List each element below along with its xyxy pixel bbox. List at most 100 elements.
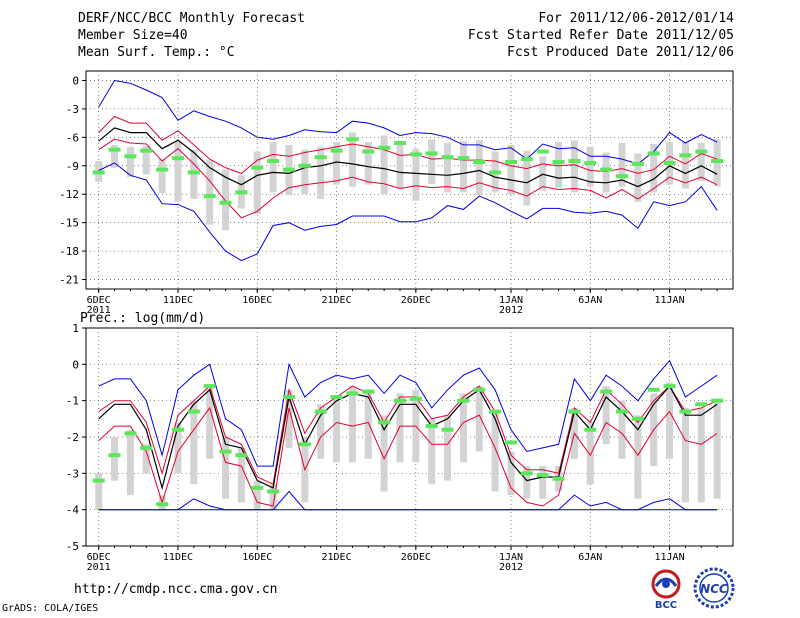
prec-ytick-label: -3	[66, 467, 79, 480]
prec-marker	[393, 398, 406, 403]
temp-ytick-label: -6	[66, 131, 79, 144]
temp-marker	[235, 190, 248, 195]
temp-marker	[409, 152, 422, 157]
prec-xtick-label: 26DEC	[401, 552, 431, 563]
temp-marker	[92, 170, 105, 175]
prec-ytick-label: 0	[72, 358, 79, 371]
temp-series-min-line	[98, 162, 718, 262]
prec-xtick-label: 6DEC	[87, 552, 111, 563]
temp-marker	[552, 159, 565, 164]
prec-ensemble-box	[190, 400, 198, 485]
temp-marker	[267, 159, 280, 164]
temp-ytick-label: -12	[59, 188, 79, 201]
temp-ensemble-box	[253, 151, 261, 215]
prec-ensemble-box	[380, 415, 388, 492]
temp-ensemble-box	[301, 149, 309, 195]
temp-marker	[695, 149, 708, 154]
grads-credit: GrADS: COLA/IGES	[2, 603, 99, 614]
prec-marker	[679, 409, 692, 414]
temp-ensemble-box	[634, 153, 642, 202]
temp-ensemble-box	[602, 152, 610, 193]
prec-marker	[663, 384, 676, 389]
prec-marker	[267, 489, 280, 494]
prec-ensemble-box	[364, 389, 372, 459]
temp-ensemble-box	[412, 148, 420, 201]
temp-marker	[362, 149, 375, 154]
prec-ytick-label: -2	[66, 431, 79, 444]
prec-marker	[631, 416, 644, 421]
temp-marker	[489, 170, 502, 175]
prec-ensemble-box	[491, 411, 499, 492]
temp-marker	[108, 147, 121, 152]
prec-xtick-label: 6JAN	[578, 552, 602, 563]
temp-ytick-label: -21	[59, 274, 79, 287]
prec-ensemble-box	[507, 451, 515, 496]
prec-marker	[695, 402, 708, 407]
temp-ensemble-box	[158, 159, 166, 194]
temp-ytick-label: -18	[59, 245, 79, 258]
prec-series-p10-line	[98, 406, 718, 507]
prec-ytick-label: -4	[66, 504, 80, 517]
temp-marker	[600, 167, 613, 172]
temp-marker	[219, 200, 232, 205]
prec-xtick-year: 2011	[87, 562, 111, 573]
ncc-logo-text: NCC	[700, 582, 728, 596]
temp-ensemble-box	[539, 156, 547, 191]
temp-xtick-label: 21DEC	[321, 295, 351, 306]
prec-ensemble-box	[253, 480, 261, 510]
temp-marker	[473, 159, 486, 164]
temp-series-max-line	[98, 79, 718, 165]
prec-marker	[536, 473, 549, 478]
prec-ytick-label: -5	[66, 540, 79, 553]
temp-marker	[679, 153, 692, 158]
temp-ensemble-box	[396, 142, 404, 189]
prec-ensemble-box	[206, 386, 214, 459]
temp-marker	[171, 156, 184, 161]
prec-marker	[504, 440, 517, 445]
prec-ensemble-box	[142, 444, 150, 474]
prec-marker	[124, 431, 137, 436]
temp-marker	[647, 151, 660, 156]
prec-marker	[520, 471, 533, 476]
temp-ensemble-box	[142, 145, 150, 175]
temp-xtick-year: 2012	[499, 305, 523, 316]
temp-xtick-label: 11DEC	[163, 295, 193, 306]
prec-ensemble-box	[333, 397, 341, 463]
temp-series-p10-line	[98, 138, 718, 219]
temp-marker	[711, 159, 724, 164]
prec-xtick-label: 16DEC	[242, 552, 272, 563]
temp-ensemble-box	[618, 143, 626, 187]
prec-marker	[362, 389, 375, 394]
temp-marker	[504, 159, 517, 164]
temp-ensemble-box	[555, 142, 563, 188]
prec-ensemble-box	[681, 407, 689, 503]
temp-ensemble-box	[475, 140, 483, 196]
prec-marker	[108, 453, 121, 458]
temp-xtick-label: 11JAN	[655, 295, 685, 306]
prec-ensemble-box	[348, 386, 356, 463]
prec-ytick-label: 1	[72, 322, 79, 335]
prec-marker	[647, 387, 660, 392]
prec-ensemble-box	[459, 393, 467, 463]
prec-panel-title: Prec.: log(mm/d)	[80, 311, 205, 326]
temp-marker	[346, 137, 359, 142]
temp-ensemble-box	[507, 144, 515, 195]
temp-series-p90-line	[98, 115, 718, 174]
prec-marker	[425, 424, 438, 429]
prec-ensemble-box	[396, 393, 404, 463]
prec-marker	[441, 427, 454, 432]
temp-ensemble-box	[444, 143, 452, 193]
footer-url[interactable]: http://cmdp.ncc.cma.gov.cn	[74, 582, 278, 597]
temp-marker	[203, 194, 216, 199]
prec-marker	[314, 409, 327, 414]
prec-series-p90-line	[98, 385, 718, 485]
temp-ytick-label: -3	[66, 103, 79, 116]
forecast-start-date: Fcst Started Refer Date 2011/12/05	[467, 28, 734, 43]
prec-ensemble-box	[475, 386, 483, 452]
temp-ensemble-box	[206, 160, 214, 225]
prec-ensemble-box	[285, 389, 293, 448]
prec-marker	[235, 453, 248, 458]
temp-xtick-year: 2011	[87, 305, 111, 316]
prec-series-mean-line	[98, 385, 718, 491]
prec-marker	[584, 427, 597, 432]
